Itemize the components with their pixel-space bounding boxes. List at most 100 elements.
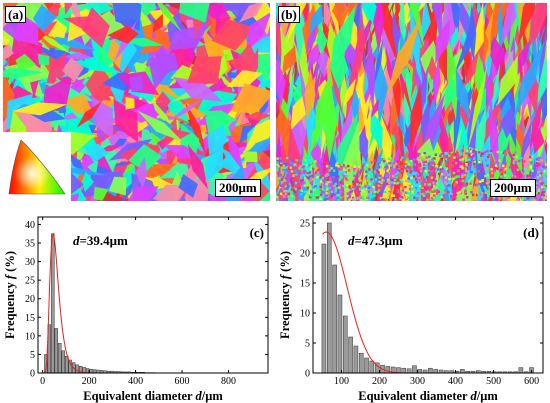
fine-grain [358,190,362,194]
fine-grain [454,184,458,188]
fine-grain [500,197,503,200]
fine-grain [537,189,541,192]
fine-grain [431,165,434,168]
fine-grain [301,179,304,182]
grain [68,154,85,173]
fine-grain [358,165,361,168]
histogram-bar [406,368,412,374]
grain [345,37,362,125]
ebsd-orientation-map-a [3,3,270,201]
fine-grain [481,168,484,171]
fine-grain [353,174,356,178]
fine-grain [544,178,547,181]
fine-grain [479,180,482,183]
fine-grain [379,174,382,177]
fine-grain [449,149,452,152]
fine-grain [362,160,366,163]
fine-grain [398,165,401,168]
fine-grain [392,166,396,169]
fine-grain [409,160,413,163]
x-axis-label-unit: /μm [476,389,499,403]
fine-grain [500,151,503,154]
fine-grain [340,199,343,201]
fine-grain [452,167,455,171]
fine-grain [325,194,329,197]
fine-grain [329,180,332,184]
fine-grain [295,159,298,162]
fine-grain [395,162,398,165]
fine-grain [423,178,426,181]
fine-grain [409,168,412,172]
grain [125,97,135,110]
fine-grain [481,179,484,182]
fine-grain [347,192,350,195]
fine-grain [283,179,287,182]
fine-grain [543,190,546,194]
fine-grain [328,169,331,172]
y-tick-label: 25 [25,276,35,287]
fine-grain [330,194,334,198]
grain [278,96,292,161]
grain [305,23,318,54]
grain [191,10,212,56]
fine-grain [374,183,377,186]
fine-grain [276,167,279,171]
fine-grain [406,165,409,169]
fine-grain [328,191,331,194]
fine-grain [502,151,505,154]
fine-grain [411,192,414,195]
grain [538,24,547,89]
fine-grain [462,198,465,201]
grain [329,46,349,89]
grain [533,3,547,46]
grain [15,53,37,72]
fine-grain [445,167,449,170]
fine-grain [545,160,547,164]
fine-grain [320,182,323,186]
fine-grain [366,164,369,167]
fine-grain [445,182,448,185]
fine-grain [483,186,486,189]
fine-grain [430,197,434,200]
fine-grain [342,171,346,174]
fine-grain [524,166,527,169]
fine-grain [320,163,323,166]
fine-grain [435,165,438,168]
grain [468,63,488,150]
fine-grain [369,190,372,194]
fine-grain [417,189,420,192]
fine-grain [535,162,539,165]
scale-bar-a: 200μm [215,179,261,197]
grain [129,75,144,93]
fine-grain [377,184,380,187]
grain [373,3,385,53]
fine-grain [434,153,437,156]
fine-grain [472,154,475,158]
fine-grain [423,196,426,199]
fine-grain [432,181,435,184]
annotation-value: =39.4μm [80,233,129,248]
fine-grain [473,150,476,153]
fine-grain [530,161,533,164]
fine-grain [542,194,545,197]
grain [81,7,110,49]
fine-grain [418,166,421,170]
fine-grain [424,192,427,195]
fine-grain [370,168,373,172]
fine-grain [348,185,351,188]
fine-grain [529,156,532,159]
grain [329,4,356,78]
fine-grain [433,190,436,193]
fine-grain [529,174,532,177]
fine-grain [317,179,320,182]
fine-grain [505,165,509,168]
fine-grain [460,165,464,168]
fine-grain [388,184,391,188]
fine-grain [326,190,329,193]
fine-grain [384,162,387,166]
fine-grain [311,160,314,163]
fine-grain [416,197,419,200]
ebsd-map-b: (b) 200μm [276,3,547,201]
fine-grain [284,168,287,172]
grain [178,174,198,198]
